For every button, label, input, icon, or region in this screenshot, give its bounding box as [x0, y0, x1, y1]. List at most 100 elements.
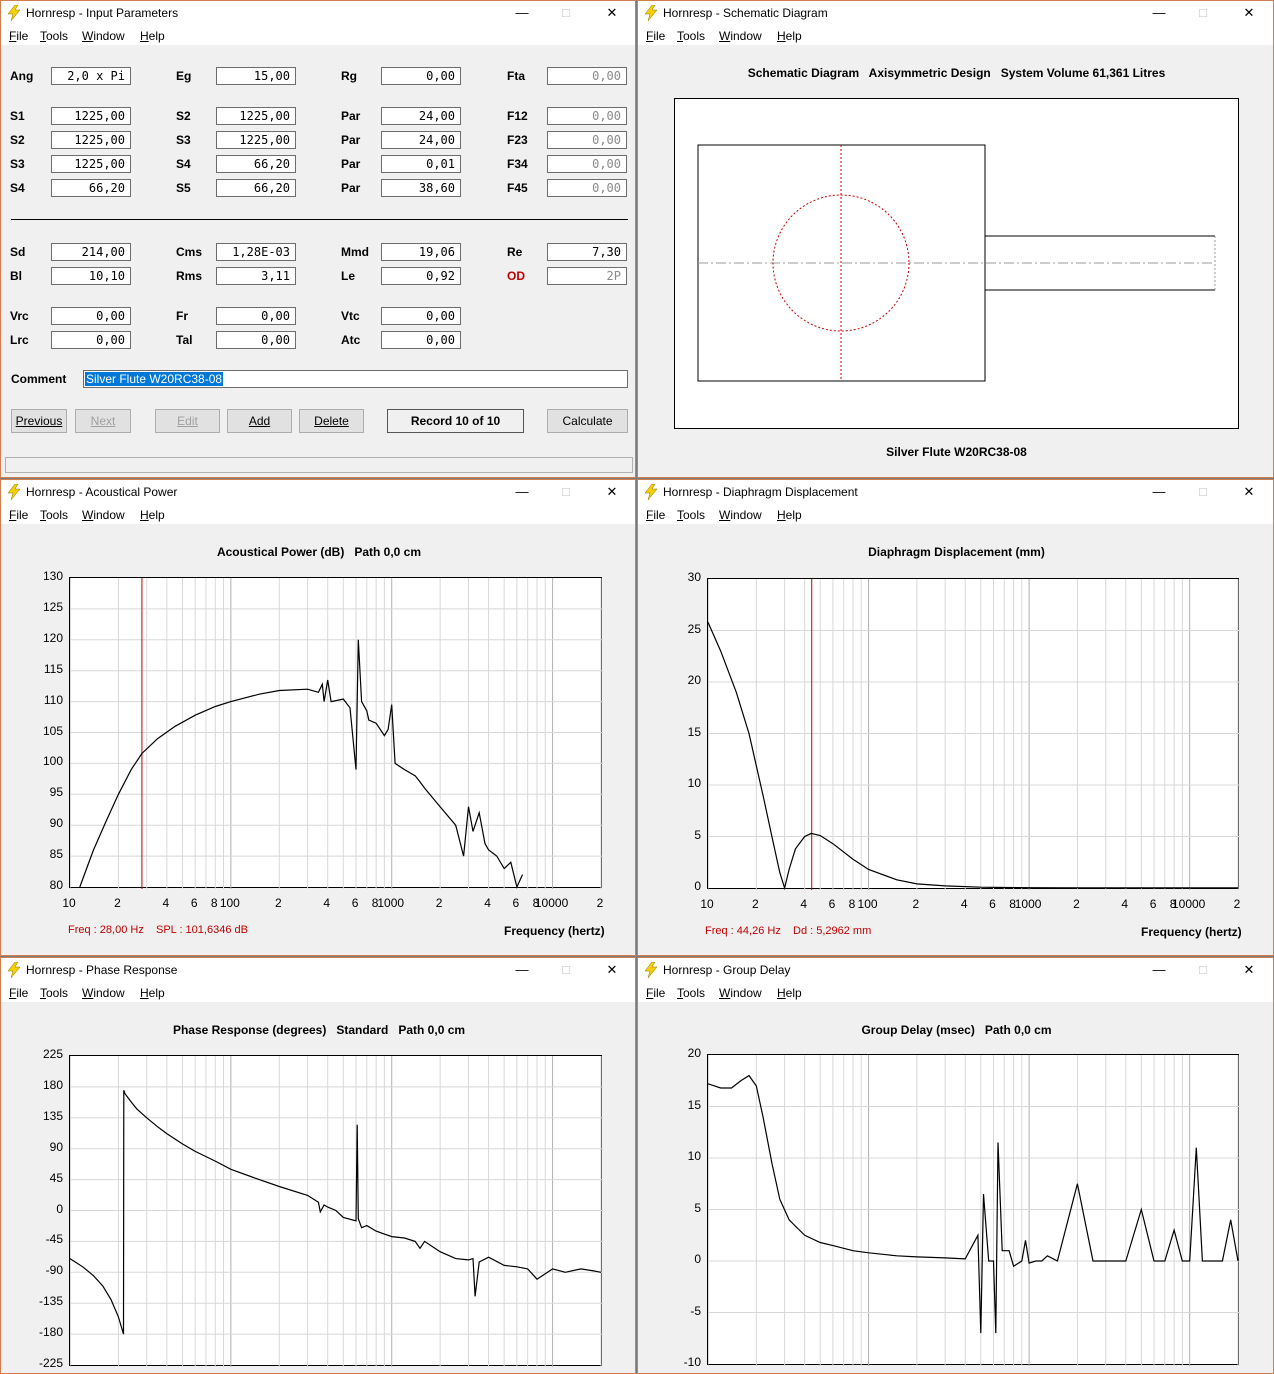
chart-svg: [708, 579, 1240, 890]
param-input[interactable]: 0,00: [51, 331, 131, 349]
param-input[interactable]: 0,01: [381, 155, 461, 173]
delete-button[interactable]: Delete: [299, 409, 364, 433]
menu-help[interactable]: Help: [777, 29, 802, 43]
menu-help[interactable]: Help: [777, 508, 802, 522]
maximize-icon[interactable]: □: [562, 5, 570, 20]
param-input[interactable]: 0,00: [547, 107, 627, 125]
close-icon[interactable]: ✕: [606, 5, 618, 20]
maximize-icon[interactable]: □: [1199, 5, 1207, 20]
maximize-icon[interactable]: □: [1199, 484, 1207, 499]
param-input[interactable]: 0,00: [381, 307, 461, 325]
maximize-icon[interactable]: □: [562, 962, 570, 977]
title-bar[interactable]: Hornresp - Input Parameters — □ ✕: [1, 1, 635, 25]
menu-window[interactable]: Window: [82, 986, 125, 1000]
next-button[interactable]: Next: [75, 409, 131, 433]
title-bar[interactable]: Hornresp - Diaphragm Displacement — □ ✕: [638, 480, 1273, 504]
menu-file[interactable]: File: [646, 508, 666, 522]
param-label: Par: [341, 109, 361, 123]
menu-tools[interactable]: Tools: [677, 508, 706, 522]
title-bar[interactable]: Hornresp - Group Delay — □ ✕: [638, 958, 1273, 982]
param-input[interactable]: 15,00: [216, 67, 296, 85]
x-tick-label: 2: [114, 896, 121, 910]
close-icon[interactable]: ✕: [1243, 962, 1255, 977]
param-input[interactable]: 2,0 x Pi: [51, 67, 131, 85]
param-input[interactable]: 0,00: [547, 67, 627, 85]
menu-window[interactable]: Window: [719, 986, 762, 1000]
x-tick-label: 2: [596, 896, 604, 910]
param-input[interactable]: 0,00: [216, 331, 296, 349]
menu-help[interactable]: Help: [140, 29, 165, 43]
record-button[interactable]: Record 10 of 10: [387, 409, 524, 433]
title-bar[interactable]: Hornresp - Phase Response — □ ✕: [1, 958, 635, 982]
minimize-icon[interactable]: —: [1152, 5, 1166, 20]
minimize-icon[interactable]: —: [515, 5, 529, 20]
title-bar[interactable]: Hornresp - Acoustical Power — □ ✕: [1, 480, 635, 504]
minimize-icon[interactable]: —: [1152, 962, 1166, 977]
param-input[interactable]: 19,06: [381, 243, 461, 261]
minimize-icon[interactable]: —: [515, 962, 529, 977]
menu-help[interactable]: Help: [777, 986, 802, 1000]
param-input[interactable]: 24,00: [381, 107, 461, 125]
param-input[interactable]: 2P: [547, 267, 627, 285]
close-icon[interactable]: ✕: [1243, 5, 1255, 20]
menu-file[interactable]: File: [9, 986, 29, 1000]
param-input[interactable]: 1,28E-03: [216, 243, 296, 261]
param-input[interactable]: 0,00: [381, 67, 461, 85]
menu-window[interactable]: Window: [719, 29, 762, 43]
menu-window[interactable]: Window: [719, 508, 762, 522]
param-input[interactable]: 0,92: [381, 267, 461, 285]
param-input[interactable]: 10,10: [51, 267, 131, 285]
menu-tools[interactable]: Tools: [40, 986, 69, 1000]
menu-tools[interactable]: Tools: [677, 986, 706, 1000]
param-input[interactable]: 0,00: [51, 307, 131, 325]
y-tick-label: 80: [49, 878, 63, 892]
menu-tools[interactable]: Tools: [40, 29, 69, 43]
param-input[interactable]: 0,00: [216, 307, 296, 325]
title-bar[interactable]: Hornresp - Schematic Diagram — □ ✕: [638, 1, 1273, 25]
param-input[interactable]: 3,11: [216, 267, 296, 285]
minimize-icon[interactable]: —: [1152, 484, 1166, 499]
comment-input[interactable]: Silver Flute W20RC38-08: [83, 370, 628, 388]
param-input[interactable]: 0,00: [547, 179, 627, 197]
menu-window[interactable]: Window: [82, 508, 125, 522]
close-icon[interactable]: ✕: [606, 484, 618, 499]
param-input[interactable]: 1225,00: [216, 131, 296, 149]
menu-file[interactable]: File: [646, 986, 666, 1000]
minimize-icon[interactable]: —: [515, 484, 529, 499]
calculate-button[interactable]: Calculate: [547, 409, 628, 433]
maximize-icon[interactable]: □: [562, 484, 570, 499]
param-input[interactable]: 38,60: [381, 179, 461, 197]
param-input[interactable]: 1225,00: [216, 107, 296, 125]
edit-button[interactable]: Edit: [155, 409, 220, 433]
param-input[interactable]: 66,20: [51, 179, 131, 197]
param-input[interactable]: 7,30: [547, 243, 627, 261]
param-input[interactable]: 24,00: [381, 131, 461, 149]
menu-window[interactable]: Window: [82, 29, 125, 43]
menu-help[interactable]: Help: [140, 986, 165, 1000]
param-input[interactable]: 1225,00: [51, 131, 131, 149]
series-line: [708, 622, 1238, 890]
param-input[interactable]: 0,00: [381, 331, 461, 349]
param-input[interactable]: 66,20: [216, 155, 296, 173]
x-tick-label: 2: [912, 897, 920, 911]
param-label: Fta: [507, 69, 525, 83]
window-title: Hornresp - Acoustical Power: [26, 485, 178, 499]
add-button[interactable]: Add: [227, 409, 292, 433]
param-input[interactable]: 0,00: [547, 131, 627, 149]
menu-file[interactable]: File: [9, 29, 29, 43]
param-input[interactable]: 1225,00: [51, 107, 131, 125]
menu-tools[interactable]: Tools: [40, 508, 69, 522]
maximize-icon[interactable]: □: [1199, 962, 1207, 977]
menu-tools[interactable]: Tools: [677, 29, 706, 43]
menu-help[interactable]: Help: [140, 508, 165, 522]
menu-file[interactable]: File: [9, 508, 29, 522]
close-icon[interactable]: ✕: [606, 962, 618, 977]
param-input[interactable]: 1225,00: [51, 155, 131, 173]
param-input[interactable]: 0,00: [547, 155, 627, 173]
param-input[interactable]: 66,20: [216, 179, 296, 197]
menu-file[interactable]: File: [646, 29, 666, 43]
close-icon[interactable]: ✕: [1243, 484, 1255, 499]
previous-button[interactable]: Previous: [11, 409, 67, 433]
y-tick-label: 10: [687, 1149, 701, 1163]
param-input[interactable]: 214,00: [51, 243, 131, 261]
